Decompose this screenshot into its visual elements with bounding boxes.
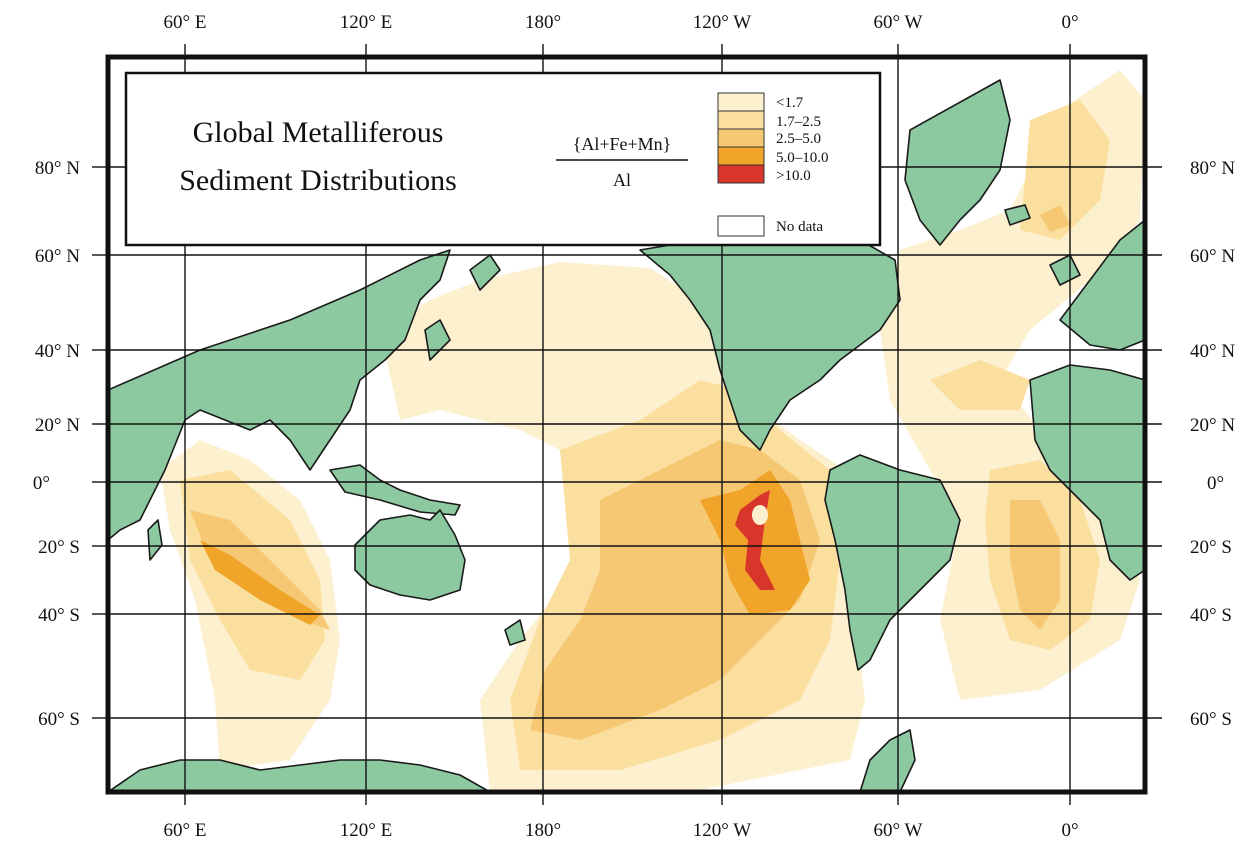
lon-label-bottom: 60° W — [874, 820, 923, 841]
map-title-line2: Sediment Distributions — [179, 164, 457, 197]
legend-swatch — [717, 110, 765, 130]
lat-label-left: 0° — [33, 473, 50, 494]
lon-label-top: 60° E — [164, 12, 207, 33]
zone-north-atlantic-patch — [1040, 205, 1070, 232]
legend-label: 5.0–10.0 — [776, 150, 829, 166]
ratio-denominator: Al — [613, 170, 631, 190]
legend-swatch — [717, 146, 765, 166]
australia-landmass — [354, 509, 466, 601]
lat-label-right: 40° N — [1190, 341, 1235, 362]
longitude-labels-top: 60° E 120° E 180° 120° W 60° W 0° — [164, 12, 1079, 33]
africa-landmass — [1029, 364, 1145, 581]
lat-label-left: 20° N — [35, 415, 80, 436]
lat-label-right: 80° N — [1190, 158, 1235, 179]
lon-label-top: 0° — [1061, 12, 1078, 33]
zone-small-patch — [655, 688, 679, 702]
legend-label: No data — [776, 219, 823, 235]
lat-label-right: 40° S — [1190, 605, 1232, 626]
europe-landmass — [1059, 219, 1145, 351]
legend-swatch — [717, 92, 765, 112]
lon-label-bottom: 60° E — [164, 820, 207, 841]
lon-label-top: 120° E — [340, 12, 392, 33]
lat-label-right: 0° — [1207, 473, 1224, 494]
greenland — [904, 79, 1011, 246]
lat-label-right: 60° N — [1190, 246, 1235, 267]
legend-label: 2.5–5.0 — [776, 131, 821, 147]
legend-box-frame — [124, 71, 882, 247]
north-atlantic-islands — [1049, 254, 1081, 286]
longitude-labels-bottom: 60° E 120° E 180° 120° W 60° W 0° — [164, 820, 1079, 841]
asia-landmass — [108, 249, 451, 541]
legend-box: Global Metalliferous Sediment Distributi… — [124, 71, 882, 247]
antarctica-right — [859, 729, 916, 792]
zone-atlantic-ridge — [1010, 500, 1060, 630]
sediment-zones — [160, 70, 1145, 792]
lon-label-top: 120° W — [693, 12, 752, 33]
zone-atlantic-north-mid — [1020, 100, 1110, 240]
landmasses — [108, 79, 1145, 792]
kamchatka — [469, 254, 501, 291]
lon-label-top: 60° W — [874, 12, 923, 33]
lon-label-bottom: 0° — [1061, 820, 1078, 841]
lat-label-left: 60° N — [35, 246, 80, 267]
madagascar — [147, 519, 163, 561]
legend-label: <1.7 — [776, 95, 804, 111]
map-frame — [105, 54, 1148, 795]
lat-label-left: 20° S — [38, 537, 80, 558]
south-america-landmass — [824, 454, 961, 671]
new-zealand — [504, 619, 526, 646]
zone-atlantic-central-mid — [930, 360, 1030, 410]
legend-swatch — [717, 164, 765, 184]
legend-label: 1.7–2.5 — [776, 114, 821, 130]
legend-entries: <1.7 1.7–2.5 2.5–5.0 5.0–10.0 >10.0 No d… — [717, 92, 829, 237]
zone-indian-high — [200, 540, 320, 625]
lat-label-right: 20° S — [1190, 537, 1232, 558]
antarctica-left — [108, 759, 491, 792]
legend-label: >10.0 — [776, 168, 811, 184]
iceland — [1004, 204, 1031, 226]
zone-low-inset — [752, 505, 768, 525]
lat-label-right: 20° N — [1190, 415, 1235, 436]
legend-swatch — [717, 215, 765, 237]
lat-label-left: 60° S — [38, 709, 80, 730]
ratio-numerator: {Al+Fe+Mn} — [573, 134, 672, 154]
lon-label-top: 180° — [525, 12, 561, 33]
lon-label-bottom: 120° E — [340, 820, 392, 841]
lat-label-left: 80° N — [35, 158, 80, 179]
indonesia-islands — [329, 464, 461, 516]
lat-label-left: 40° N — [35, 341, 80, 362]
lon-label-bottom: 120° W — [693, 820, 752, 841]
lat-label-right: 60° S — [1190, 709, 1232, 730]
map-title-line1: Global Metalliferous — [193, 116, 444, 149]
legend-swatch — [717, 128, 765, 148]
tick-marks — [92, 44, 1162, 805]
latitude-labels-right: 80° N 60° N 40° N 20° N 0° 20° S 40° S 6… — [1190, 158, 1235, 730]
lon-label-bottom: 180° — [525, 820, 561, 841]
lat-label-left: 40° S — [38, 605, 80, 626]
latitude-labels-left: 80° N 60° N 40° N 20° N 0° 20° S 40° S 6… — [33, 158, 80, 730]
